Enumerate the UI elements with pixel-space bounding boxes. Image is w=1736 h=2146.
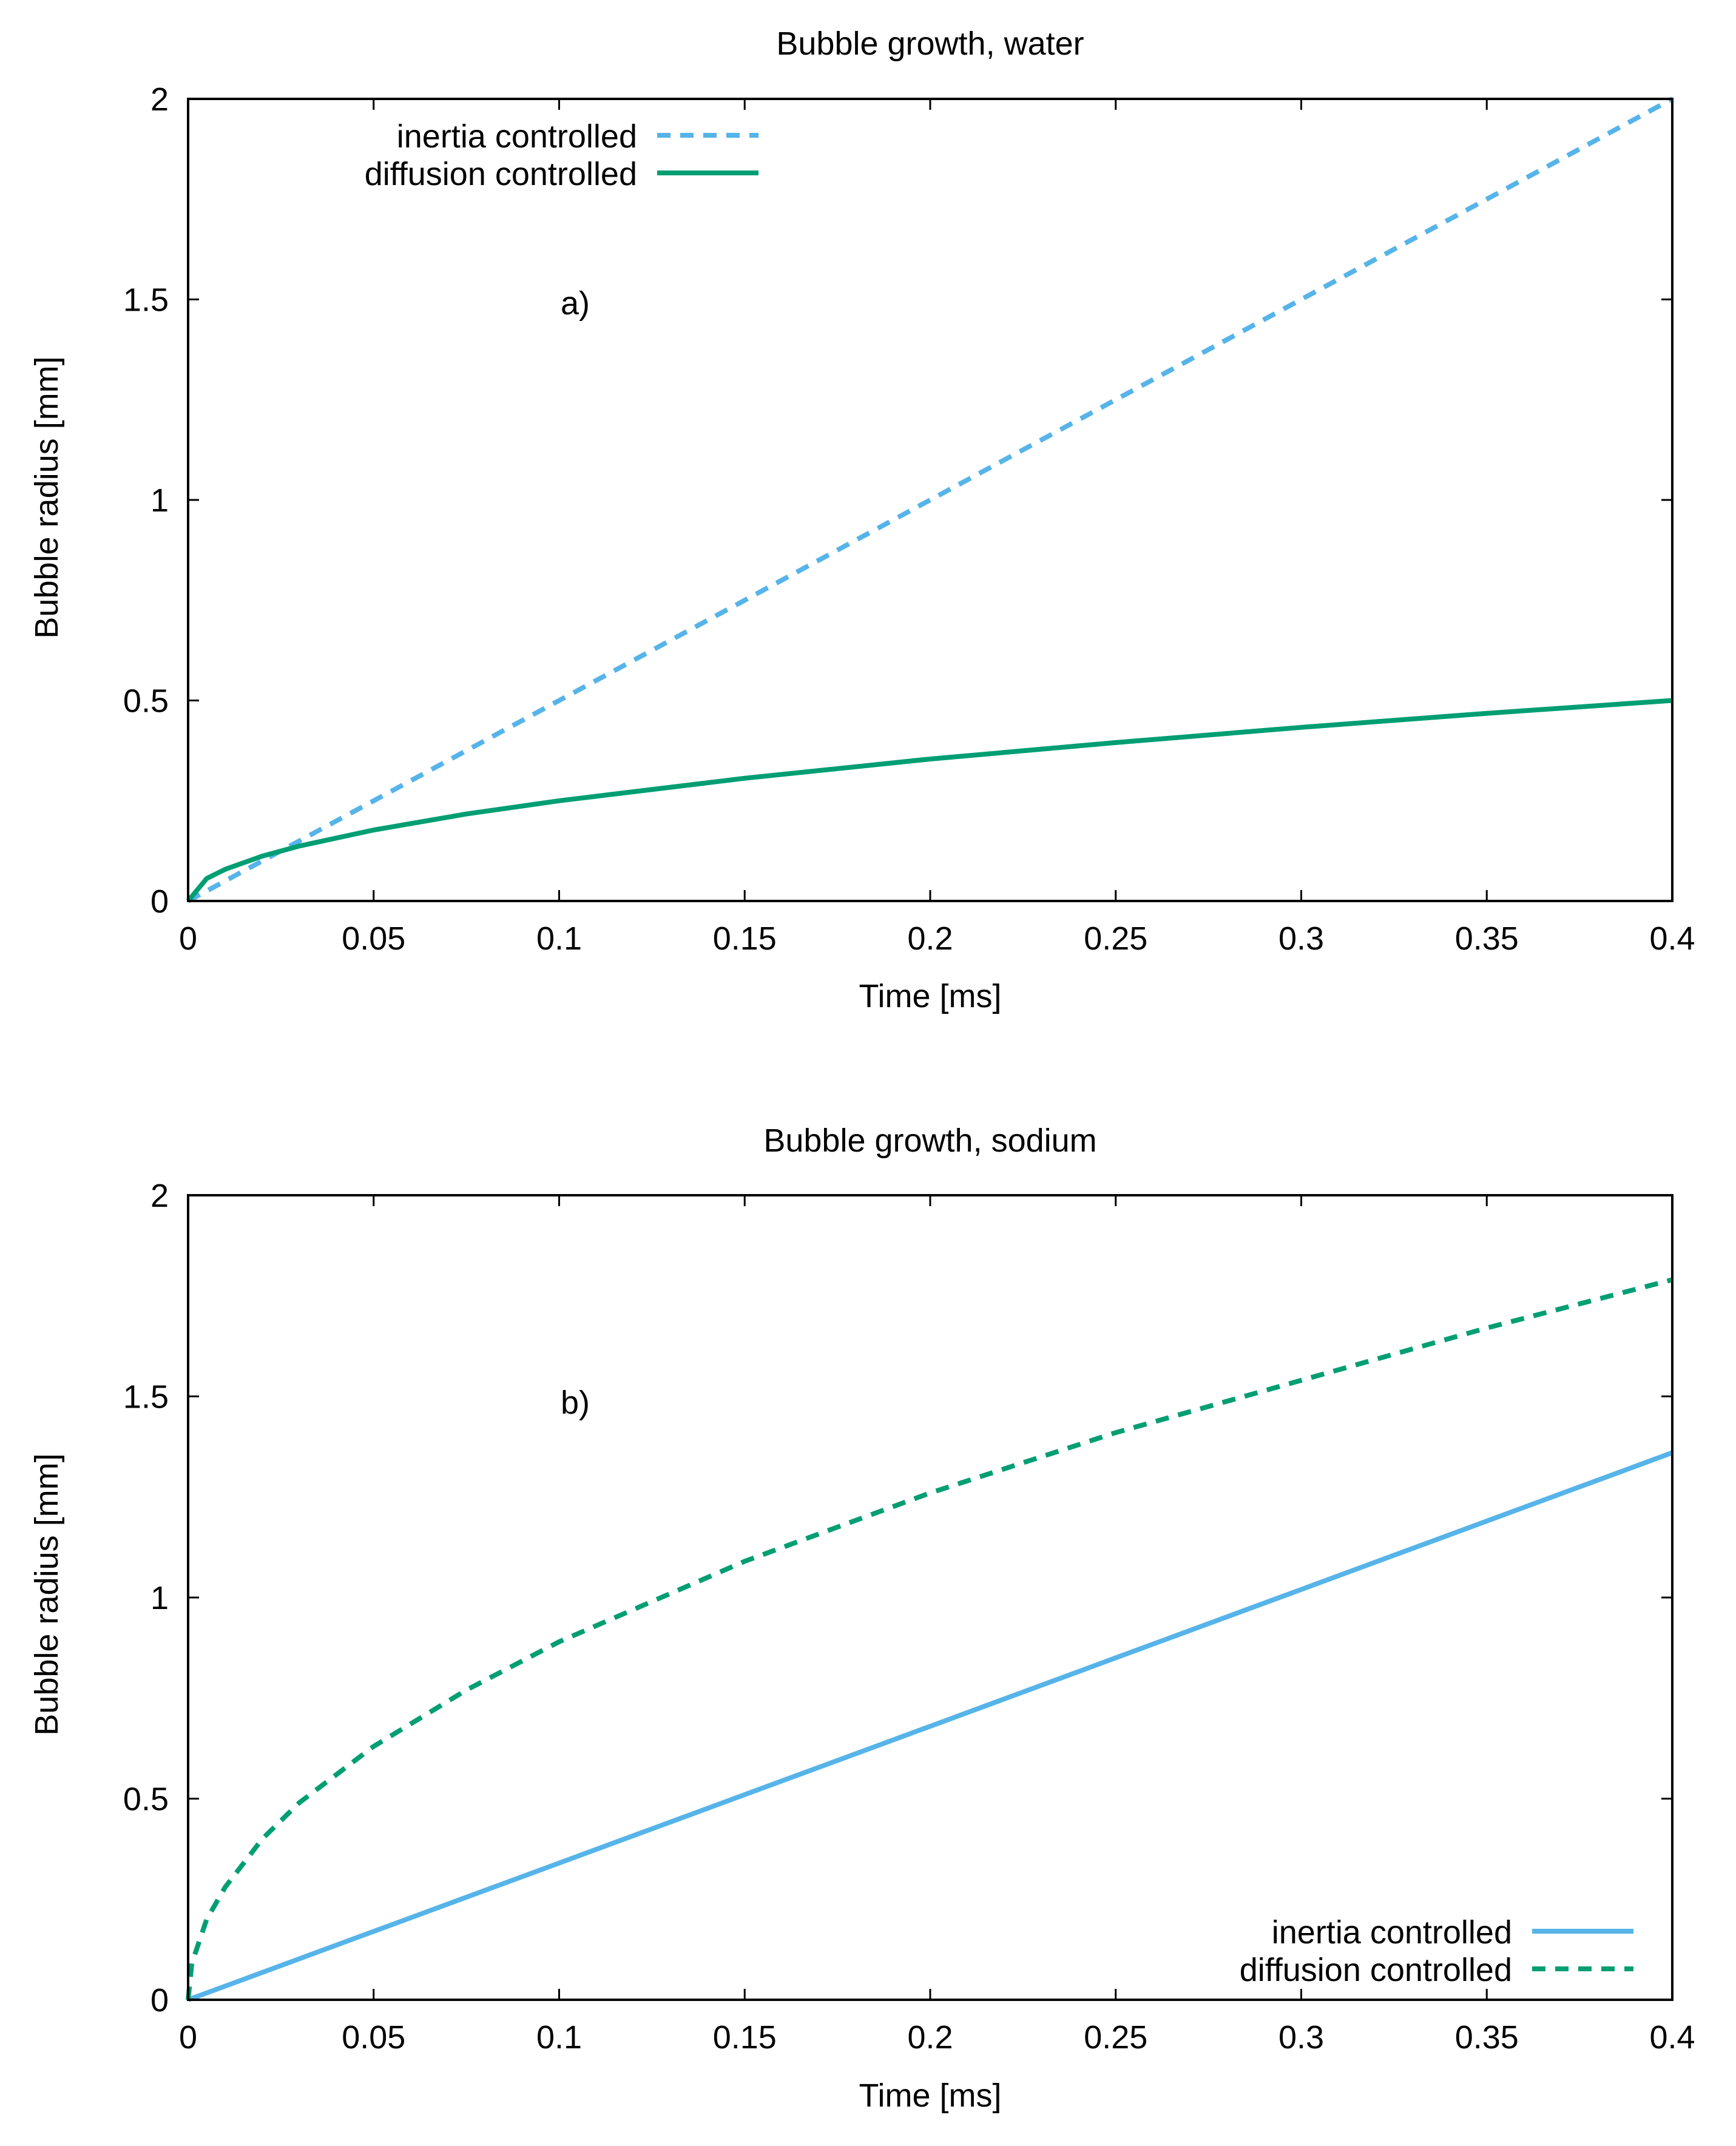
series-line-inertia bbox=[187, 96, 1674, 903]
legend-label-diffusion: diffusion controlled bbox=[1240, 1952, 1512, 1988]
x-tick-label: 0.3 bbox=[1278, 920, 1324, 957]
chart-sodium: Bubble growth, sodium Bubble radius [mm]… bbox=[29, 1122, 1695, 2114]
y-tick-label: 2 bbox=[150, 1178, 169, 1214]
y-tick-label: 1.5 bbox=[123, 282, 169, 319]
series-line-inertia bbox=[187, 1450, 1674, 2002]
panel-label: b) bbox=[561, 1385, 590, 1421]
x-axis-label: Time [ms] bbox=[859, 978, 1002, 1014]
x-tick-label: 0.1 bbox=[536, 920, 582, 957]
series-line-diffusion bbox=[186, 1277, 1674, 2000]
x-tick-label: 0.3 bbox=[1278, 2019, 1324, 2056]
x-tick-label: 0.2 bbox=[907, 920, 953, 957]
plot-frame bbox=[187, 1194, 1674, 2001]
x-tick-label: 0.2 bbox=[907, 2019, 953, 2056]
x-tick-label: 0.4 bbox=[1649, 2019, 1695, 2056]
x-tick-label: 0.15 bbox=[713, 920, 777, 957]
legend: inertia controlled diffusion controlled bbox=[1240, 1914, 1633, 1988]
y-tick-label: 2 bbox=[150, 81, 169, 118]
y-tick-label: 0 bbox=[150, 1982, 169, 2019]
y-axis-label: Bubble radius [mm] bbox=[29, 356, 65, 638]
x-tick-label: 0.25 bbox=[1084, 920, 1147, 957]
x-tick-label: 0.35 bbox=[1455, 2019, 1519, 2056]
x-axis-label: Time [ms] bbox=[859, 2077, 1002, 2114]
chart-title: Bubble growth, water bbox=[776, 25, 1084, 62]
axis-ticks: 0 0.05 0.1 0.15 0.2 0.25 0.3 0.35 0.4 0 0.5 1 1.5 2 bbox=[123, 81, 1695, 957]
y-tick-label: 1 bbox=[150, 1580, 169, 1616]
x-tick-label: 0 bbox=[179, 920, 197, 957]
series-line-diffusion bbox=[186, 698, 1673, 903]
x-tick-label: 0.35 bbox=[1455, 920, 1519, 957]
x-tick-label: 0.15 bbox=[713, 2019, 777, 2056]
chart-water: Bubble growth, water Bubble radius [mm] … bbox=[29, 25, 1695, 1014]
legend-label-inertia: inertia controlled bbox=[397, 118, 637, 155]
x-tick-label: 0.05 bbox=[342, 920, 405, 957]
y-tick-label: 1 bbox=[150, 482, 169, 519]
x-tick-label: 0.4 bbox=[1649, 920, 1695, 957]
x-tick-label: 0.25 bbox=[1084, 2019, 1147, 2056]
y-tick-label: 1.5 bbox=[123, 1379, 169, 1415]
axis-ticks: 0 0.05 0.1 0.15 0.2 0.25 0.3 0.35 0.4 0 0.5 1 1.5 2 bbox=[123, 1178, 1695, 2056]
series-layer bbox=[186, 96, 1674, 903]
x-tick-label: 0 bbox=[179, 2019, 197, 2056]
legend-label-inertia: inertia controlled bbox=[1272, 1914, 1512, 1951]
y-tick-label: 0.5 bbox=[123, 1781, 169, 1818]
series-layer bbox=[186, 1277, 1674, 2002]
panel-label: a) bbox=[561, 285, 590, 322]
y-axis-label: Bubble radius [mm] bbox=[29, 1453, 65, 1735]
x-tick-label: 0.1 bbox=[536, 2019, 582, 2056]
y-tick-label: 0.5 bbox=[123, 683, 169, 720]
legend: inertia controlled diffusion controlled bbox=[365, 118, 758, 192]
y-tick-label: 0 bbox=[150, 883, 169, 920]
chart-title: Bubble growth, sodium bbox=[763, 1122, 1096, 1159]
legend-label-diffusion: diffusion controlled bbox=[365, 156, 637, 192]
plot-frame bbox=[187, 98, 1674, 902]
x-tick-label: 0.05 bbox=[342, 2019, 405, 2056]
